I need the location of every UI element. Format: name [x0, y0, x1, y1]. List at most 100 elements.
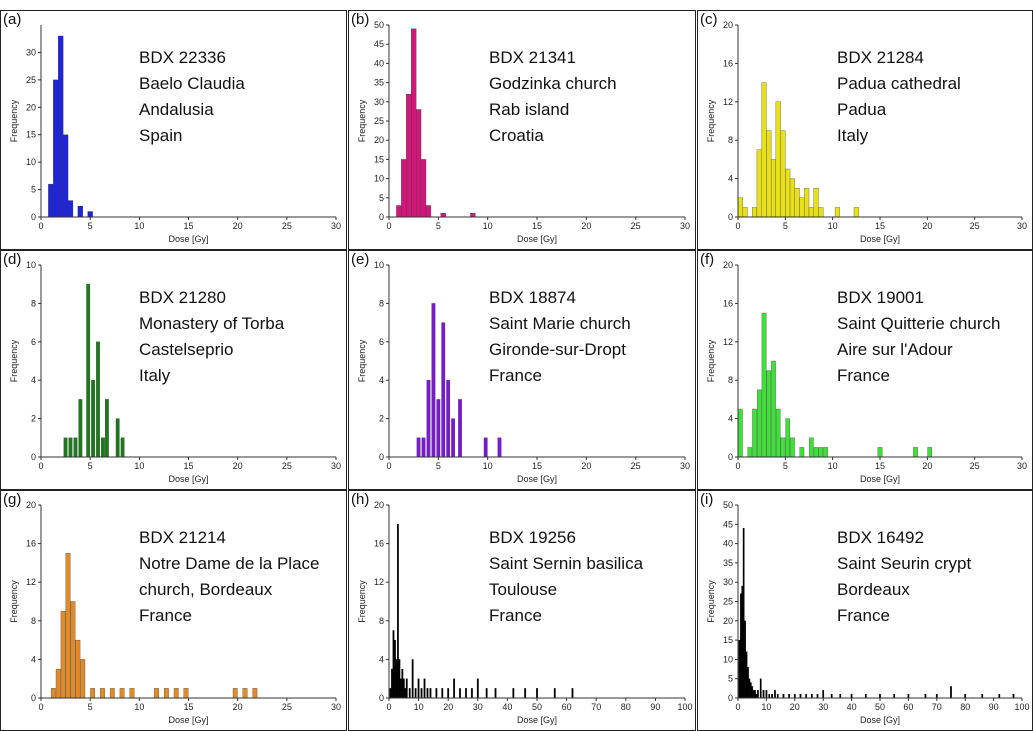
histogram-bar	[465, 688, 467, 699]
histogram-bar	[775, 408, 781, 458]
x-tick-label: 0	[386, 461, 391, 471]
histogram-bar	[793, 693, 796, 699]
y-axis-label: Frequency	[357, 339, 367, 382]
x-tick-label: 30	[680, 461, 690, 471]
histogram-bar	[476, 678, 479, 699]
histogram-bar	[453, 678, 456, 699]
y-tick-label: 20	[26, 500, 36, 510]
histogram-bar	[771, 360, 776, 458]
histogram-bar	[68, 437, 73, 458]
histogram-bar	[446, 380, 451, 458]
histogram-bar	[830, 693, 833, 699]
y-tick-label: 0	[31, 693, 36, 703]
x-tick-label: 0	[735, 702, 740, 712]
y-tick-label: 8	[31, 616, 36, 626]
histogram-bar	[512, 688, 515, 699]
x-tick-label: 5	[88, 461, 93, 471]
histogram-bar	[738, 639, 741, 699]
y-tick-label: 25	[723, 597, 733, 607]
x-tick-label: 30	[1017, 221, 1027, 231]
x-tick-label: 5	[436, 221, 441, 231]
histogram-bar	[425, 205, 432, 218]
histogram-bar	[822, 690, 825, 699]
histogram-bar	[415, 109, 422, 218]
x-tick-label: 20	[922, 221, 932, 231]
sample-location-line: France	[837, 606, 890, 625]
histogram-bar	[742, 207, 748, 218]
sample-location-line: Aire sur l'Adour	[837, 340, 953, 359]
histogram-bar	[739, 593, 742, 699]
x-tick-label: 90	[989, 702, 999, 712]
histogram-panel-h: (h) 0 10 20 30 40 50 60 70 80 90 100 0 4 8 12 16 20 Dose […	[348, 490, 696, 731]
histogram-bar	[129, 688, 135, 699]
y-tick-label: 2	[379, 414, 384, 424]
histogram-bar	[451, 418, 456, 458]
histogram-bar	[392, 630, 395, 699]
y-tick-label: 16	[723, 58, 733, 68]
histogram-bar	[80, 659, 86, 699]
x-tick-label: 70	[932, 702, 942, 712]
x-tick-label: 10	[483, 461, 493, 471]
histogram-panel-b: (b) 0 5 10 15 20 25 30 0 5 10 15 20 25 30 35 40 45 50 Dose …	[348, 10, 696, 250]
x-tick-label: 5	[783, 461, 788, 471]
histogram-bar	[109, 688, 115, 699]
y-tick-label: 0	[31, 452, 36, 462]
histogram-bar	[810, 693, 813, 699]
histogram-bar	[747, 666, 749, 699]
histogram-bar	[1012, 693, 1015, 699]
histogram-bar	[789, 178, 795, 218]
histogram-bar	[173, 688, 179, 699]
histogram-bar	[401, 159, 407, 218]
x-tick-label: 0	[38, 702, 43, 712]
y-tick-label: 16	[26, 539, 36, 549]
sample-location-line: Monastery of Torba	[139, 314, 285, 333]
sample-location-line: Padua cathedral	[837, 74, 961, 93]
y-tick-label: 5	[379, 193, 384, 203]
histogram-bar	[742, 528, 745, 699]
histogram-bar	[96, 341, 100, 458]
y-tick-label: 4	[379, 375, 384, 385]
sample-code: BDX 18874	[489, 288, 576, 307]
histogram-bar	[87, 211, 93, 218]
histogram-bar	[65, 553, 71, 699]
histogram-bar	[441, 688, 444, 699]
histogram-bar	[799, 447, 805, 458]
x-tick-label: 5	[436, 461, 441, 471]
histogram-bar	[70, 601, 76, 699]
histogram-plot: 0 5 10 15 20 25 30 0 4 8 12 16 20 Dose [Gy] Frequency	[706, 20, 1027, 244]
y-tick-label: 4	[728, 174, 733, 184]
y-tick-label: 12	[26, 577, 36, 587]
histogram-panel-i: (i) 0 10 20 30 40 50 60 70 80 90 100 0 5 10 15 20 25 30 35 4…	[697, 490, 1033, 731]
y-tick-label: 8	[728, 135, 733, 145]
x-tick-label: 25	[631, 221, 641, 231]
x-tick-label: 40	[847, 702, 857, 712]
histogram-bar	[405, 678, 408, 699]
histogram-bar	[497, 437, 502, 458]
histogram-bar	[756, 149, 762, 218]
panel-label: (f)	[700, 251, 715, 268]
histogram-bar	[406, 93, 412, 218]
y-tick-label: 10	[374, 174, 384, 184]
histogram-bar	[745, 651, 748, 699]
x-tick-label: 20	[581, 461, 591, 471]
sample-location-line: Toulouse	[489, 580, 558, 599]
sample-location-line: Saint Sernin basilica	[489, 554, 644, 573]
histogram-bar	[435, 688, 438, 699]
y-tick-label: 15	[26, 130, 36, 140]
histogram-bar	[770, 159, 777, 218]
histogram-bar	[879, 693, 881, 699]
histogram-bar	[950, 686, 952, 699]
y-tick-label: 25	[26, 75, 36, 85]
histogram-bar	[813, 447, 819, 458]
histogram-bar	[458, 399, 462, 458]
x-tick-label: 30	[473, 702, 483, 712]
y-tick-label: 12	[374, 577, 384, 587]
x-axis-label: Dose [Gy]	[517, 234, 557, 244]
y-tick-label: 0	[31, 212, 36, 222]
histogram-bar	[757, 389, 762, 458]
y-tick-label: 15	[374, 154, 384, 164]
sample-info: BDX 22336 Baelo Claudia Andalusia Spain	[139, 45, 245, 149]
histogram-bar	[805, 693, 808, 699]
histogram-bar	[90, 688, 95, 699]
histogram-bar	[447, 688, 450, 699]
